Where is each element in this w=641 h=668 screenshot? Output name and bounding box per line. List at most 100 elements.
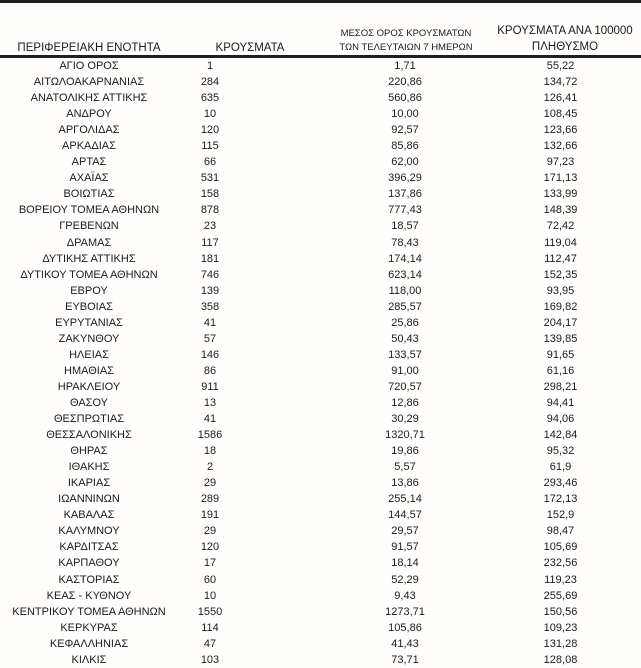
per-100k-cell: 171,13 [543,172,578,185]
per-100k-cell: 142,84 [543,429,578,442]
region-cell: ΙΘΑΚΗΣ [68,461,110,474]
region-cell: ΗΡΑΚΛΕΙΟΥ [57,380,121,393]
avg-7day-cell: 105,86 [388,621,422,634]
table-row: ΚΑΛΥΜΝΟΥ 29 29,57 98,47 [0,523,641,539]
per-100k-cell: 172,13 [543,493,578,506]
cases-cell: 17 [203,557,217,570]
per-100k-cell: 55,22 [546,60,575,73]
per-100k-cell: 123,66 [543,124,578,137]
table-row: ΘΕΣΠΡΩΤΙΑΣ 41 30,29 94,06 [0,411,641,427]
per-100k-cell: 119,23 [544,573,577,586]
per-100k-cell: 97,23 [546,156,575,169]
region-cell: ΑΧΑΪΑΣ [69,172,109,185]
region-cell: ΕΒΡΟΥ [70,284,108,297]
region-cell: ΘΕΣΠΡΩΤΙΑΣ [53,413,125,426]
per-100k-cell: 91,65 [546,348,575,361]
table-top-rule [0,0,641,3]
cases-cell: 47 [203,637,217,650]
cases-cell: 18 [203,445,217,458]
cases-cell: 1550 [197,605,223,618]
cases-cell: 139 [200,284,220,297]
avg-7day-cell: 9,43 [394,589,416,602]
table-row: ΚΕΝΤΡΙΚΟΥ ΤΟΜΕΑ ΑΘΗΝΩΝ 1550 1273,71 150,56 [0,604,641,620]
region-cell: ΚΕΦΑΛΛΗΝΙΑΣ [49,637,129,650]
avg-7day-cell: 50,43 [391,332,419,345]
table-row: ΕΥΡΥΤΑΝΙΑΣ 41 25,86 204,17 [0,315,641,331]
avg-7day-cell: 78,43 [391,236,419,249]
table-row: ΕΒΡΟΥ 139 118,00 93,95 [0,283,641,299]
region-cell: ΒΟΙΩΤΙΑΣ [63,188,115,201]
cases-cell: 117 [201,236,219,249]
avg-7day-cell: 18,57 [391,220,419,233]
table-row: ΚΕΦΑΛΛΗΝΙΑΣ 47 41,43 131,28 [0,636,641,652]
region-cell: ΙΚΑΡΙΑΣ [67,477,111,490]
table-row: ΘΕΣΣΑΛΟΝΙΚΗΣ 1586 1320,71 142,84 [0,427,641,443]
column-header-7day-average-line2: ΤΩΝ ΤΕΛΕΥΤΑΙΩΝ 7 ΗΜΕΡΩΝ [339,42,473,53]
avg-7day-cell: 62,00 [391,156,419,169]
region-cell: ΘΑΣΟΥ [69,397,109,409]
table-row: ΑΓΙΟ ΟΡΟΣ 1 1,71 55,22 [0,58,641,74]
avg-7day-cell: 91,57 [391,541,419,554]
avg-7day-cell: 623,14 [388,268,422,281]
per-100k-cell: 128,08 [543,653,578,666]
table-row: ΑΡΚΑΔΙΑΣ 115 85,86 132,66 [0,138,641,154]
table-row: ΙΘΑΚΗΣ 2 5,57 61,9 [0,459,641,475]
per-100k-cell: 255,69 [543,589,578,602]
table-row: ΓΡΕΒΕΝΩΝ 23 18,57 72,42 [0,218,641,234]
cases-cell: 878 [200,204,220,217]
region-cell: ΗΛΕΙΑΣ [69,348,109,361]
table-row: ΗΛΕΙΑΣ 146 133,57 91,65 [0,347,641,363]
per-100k-cell: 72,42 [546,220,575,233]
cases-cell: 120 [200,124,220,137]
table-row: ΔΥΤΙΚΟΥ ΤΟΜΕΑ ΑΘΗΝΩΝ 746 623,14 152,35 [0,267,641,283]
cases-cell: 746 [200,268,220,281]
per-100k-cell: 133,99 [543,188,578,201]
avg-7day-cell: 12,86 [391,397,419,409]
cases-cell: 29 [203,477,217,490]
avg-7day-cell: 85,86 [391,140,419,153]
table-row: ΑΡΤΑΣ 66 62,00 97,23 [0,154,641,170]
region-cell: ΓΡΕΒΕΝΩΝ [59,220,119,233]
avg-7day-cell: 41,43 [391,637,419,650]
region-cell: ΕΥΒΟΙΑΣ [65,300,113,313]
avg-7day-cell: 720,57 [388,380,422,393]
column-header-cases-per-100k-line2: ΠΛΗΘΥΣΜΟ [531,41,599,53]
table-header-rule [0,55,641,58]
cases-cell: 2 [206,461,214,474]
per-100k-cell: 139,85 [543,332,578,345]
table-row: ΖΑΚΥΝΘΟΥ 57 50,43 139,85 [0,331,641,347]
table-row: ΚΙΛΚΙΣ 103 73,71 128,08 [0,652,641,668]
region-cell: ΚΑΡΠΑΘΟΥ [58,557,120,570]
region-cell: ΗΜΑΘΙΑΣ [64,364,114,377]
region-cell: ΑΡΓΟΛΙΔΑΣ [58,124,120,137]
per-100k-cell: 131,28 [543,637,578,650]
cases-cell: 289 [200,493,220,506]
region-cell: ΘΕΣΣΑΛΟΝΙΚΗΣ [46,429,132,442]
per-100k-cell: 94,41 [546,397,575,409]
avg-7day-cell: 92,57 [391,124,419,137]
region-cell: ΚΑΛΥΜΝΟΥ [58,525,120,538]
avg-7day-cell: 1,71 [394,60,416,73]
avg-7day-cell: 52,29 [391,573,419,586]
region-cell: ΔΥΤΙΚΗΣ ΑΤΤΙΚΗΣ [42,252,136,265]
avg-7day-cell: 133,57 [388,348,422,361]
avg-7day-cell: 144,57 [388,509,422,522]
avg-7day-cell: 137,86 [388,188,422,201]
per-100k-cell: 132,66 [543,140,578,153]
per-100k-cell: 293,46 [543,477,578,490]
region-cell: ΕΥΡΥΤΑΝΙΑΣ [55,316,123,329]
cases-cell: 911 [201,380,219,393]
per-100k-cell: 93,95 [546,284,575,297]
cases-cell: 60 [203,573,217,586]
table-row: ΚΑΡΔΙΤΣΑΣ 120 91,57 105,69 [0,539,641,555]
cases-cell: 120 [200,541,220,554]
avg-7day-cell: 118,00 [388,284,422,297]
column-header-region: ΠΕΡΙΦΕΡΕΙΑΚΗ ΕΝΟΤΗΤΑ [0,41,178,55]
cases-cell: 114 [201,621,219,634]
per-100k-cell: 112,47 [544,252,577,265]
per-100k-cell: 148,39 [543,204,578,217]
cases-cell: 13 [203,397,217,409]
avg-7day-cell: 73,71 [391,653,419,666]
region-cell: ΚΑΒΑΛΑΣ [63,509,115,522]
avg-7day-cell: 255,14 [388,493,422,506]
